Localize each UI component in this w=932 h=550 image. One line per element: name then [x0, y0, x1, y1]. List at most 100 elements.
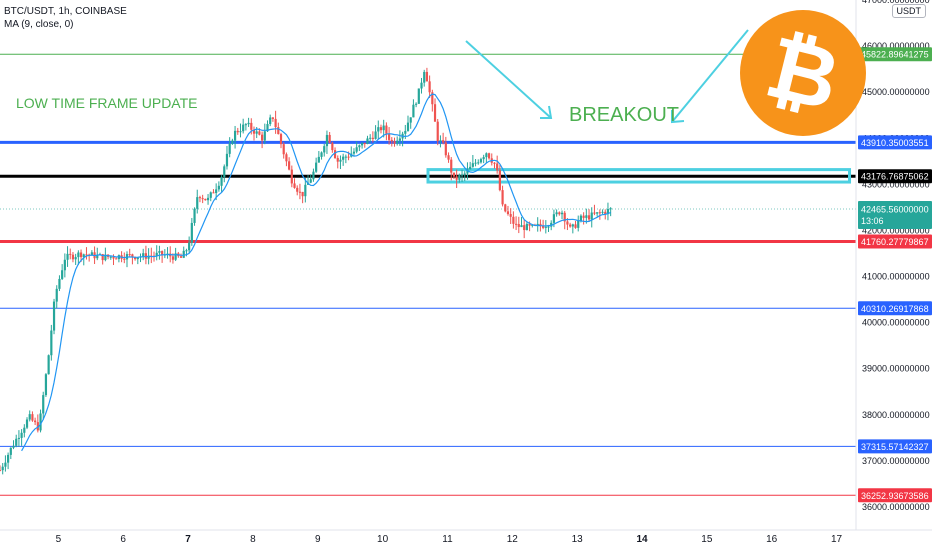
- level-price-tag: 37315.57142327: [858, 439, 932, 454]
- candle-body: [123, 258, 126, 260]
- candle-body: [55, 288, 58, 302]
- level-tag-label: 40310.26917868: [861, 304, 929, 314]
- y-tick-label: 43000.00000000: [862, 179, 930, 189]
- candle-body: [425, 71, 429, 82]
- candle-body: [339, 159, 342, 162]
- current-price-tag: 42465.56000000 13:06: [858, 200, 932, 229]
- currency-button[interactable]: USDT: [891, 4, 926, 18]
- candle-body: [198, 197, 202, 199]
- x-tick-label: 7: [185, 534, 191, 545]
- candle-body: [42, 395, 45, 414]
- x-tick-label: 13: [572, 534, 584, 545]
- candle-body: [471, 163, 474, 167]
- indicator-label[interactable]: MA (9, close, 0): [4, 19, 74, 30]
- candle-body: [544, 226, 547, 228]
- candle-body: [34, 420, 37, 423]
- time-axis[interactable]: 5 6 7 8 9 10 11 12 13 14 15 16 17: [0, 529, 932, 545]
- candle-body: [320, 152, 323, 157]
- candle-body: [134, 257, 137, 260]
- candle-body: [415, 103, 418, 105]
- candle-body: [228, 143, 231, 154]
- price-axis-bg: [856, 0, 932, 550]
- candle-body: [182, 250, 185, 258]
- candle-body: [360, 142, 364, 146]
- candle-body: [596, 212, 599, 214]
- candle-body: [333, 150, 337, 159]
- candle-body: [482, 157, 485, 160]
- candle-body: [179, 256, 183, 258]
- candle-body: [525, 223, 528, 231]
- candle-body: [412, 104, 415, 118]
- candle-body: [542, 225, 545, 228]
- candle-body: [74, 257, 77, 260]
- candle-body: [566, 221, 569, 225]
- candle-body: [201, 198, 204, 200]
- candle-body: [15, 438, 18, 446]
- candle-body: [250, 122, 253, 130]
- candle-body: [271, 117, 275, 119]
- x-tick-label: 16: [766, 534, 778, 545]
- candle-body: [385, 125, 388, 134]
- candle-body: [458, 175, 461, 180]
- candle-body: [285, 154, 288, 162]
- candle-body: [358, 145, 361, 148]
- candle-body: [185, 250, 188, 252]
- candle-body: [206, 197, 210, 201]
- candle-body: [609, 208, 612, 210]
- price-axis[interactable]: 47000.00000000 46000.00000000 45000.000000…: [855, 0, 932, 550]
- candle-body: [252, 129, 256, 134]
- candle-body: [374, 131, 377, 139]
- symbol-label[interactable]: BTC/USDT, 1h, COINBASE: [4, 6, 127, 17]
- candle-body: [85, 254, 88, 256]
- candle-body: [101, 254, 104, 261]
- candle-body: [317, 156, 320, 163]
- candle-body: [463, 173, 466, 175]
- candle-body: [439, 140, 442, 142]
- candle-body: [606, 209, 610, 215]
- level-tag-bg: [858, 439, 932, 454]
- candle-body: [90, 252, 93, 256]
- candle-body: [571, 224, 574, 227]
- candle-body: [512, 216, 515, 224]
- candle-body: [539, 223, 542, 226]
- candle-body: [288, 161, 291, 170]
- breakout-label: BREAKOUT: [569, 104, 680, 126]
- countdown-label: 13:06: [861, 216, 884, 226]
- candle-body: [166, 253, 169, 255]
- candle-body: [517, 224, 520, 228]
- candle-body: [131, 254, 134, 258]
- candle-body: [212, 192, 215, 194]
- candle-body: [336, 158, 339, 162]
- candle-body: [493, 162, 496, 164]
- candle-body: [371, 137, 374, 139]
- level-tag-bg: [858, 301, 932, 316]
- candle-body: [142, 253, 145, 257]
- candle-body: [323, 146, 326, 153]
- candle-body: [301, 191, 304, 197]
- level-tag-bg: [858, 47, 932, 62]
- candle-body: [520, 225, 523, 228]
- candle-body: [61, 270, 64, 279]
- level-tag-bg: [858, 169, 932, 184]
- candle-body: [217, 185, 220, 190]
- candle-body: [406, 122, 410, 131]
- x-tick-label: 8: [250, 534, 256, 545]
- right-arrow-head: [671, 110, 685, 124]
- candle-body: [296, 187, 299, 192]
- y-tick-label: 41000.00000000: [862, 272, 930, 282]
- candle-body: [344, 156, 347, 158]
- candle-body: [450, 159, 453, 173]
- update-note: LOW TIME FRAME UPDATE: [16, 95, 198, 111]
- candle-body: [52, 301, 56, 331]
- x-tick-label: 15: [701, 534, 713, 545]
- left-arrow-head: [540, 105, 553, 119]
- candle-body: [363, 142, 366, 145]
- candle-body: [109, 256, 112, 258]
- candle-body: [452, 172, 456, 177]
- candle-body: [158, 251, 161, 253]
- candle-body: [279, 134, 283, 145]
- candle-body: [506, 211, 510, 215]
- level-tag-label: 43176.76875062: [861, 172, 929, 182]
